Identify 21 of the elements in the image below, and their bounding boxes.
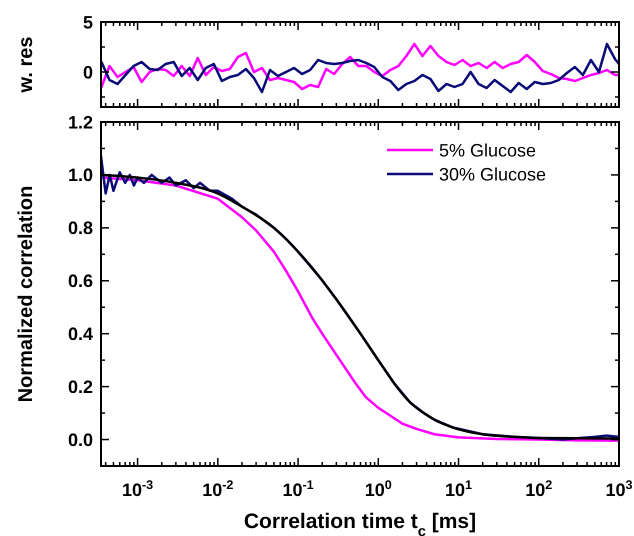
y-tick-label: 0.0 [68,430,93,450]
y-axis-title: w. res [15,36,37,94]
x-tick-label: 10$^{-3}$ [122,478,154,500]
y-tick-label: 0 [82,62,93,82]
x-tick-label: 10$^{1}$ [445,478,472,500]
legend-label: 5% Glucose [439,140,536,160]
y-tick-label: 1.2 [68,112,93,132]
legend-label: 30% Glucose [439,164,546,184]
y-tick-label: 0.2 [68,376,93,397]
y-tick-label: 0.6 [68,271,93,292]
y-axis-title: Normalized correlation [15,186,37,402]
x-tick-label: 10$^{-1}$ [282,478,314,500]
x-tick-label: 10$^{2}$ [525,478,552,500]
x-axis-title: Correlation time t$_{c}$ [ms] [244,510,476,536]
x-tick-label: 10$^{0}$ [364,478,392,500]
y-tick-label: 0.4 [68,324,93,344]
y-tick-label: 1.0 [68,165,93,186]
x-tick-label: 10$^{-2}$ [202,478,234,500]
y-tick-label: 0.8 [68,218,93,238]
x-tick-label: 10$^{3}$ [605,478,633,500]
y-tick-label: 5 [82,12,93,32]
